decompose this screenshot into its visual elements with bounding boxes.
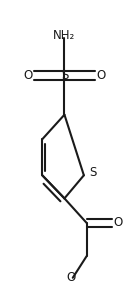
Text: NH₂: NH₂ [53, 29, 76, 42]
Text: O: O [97, 69, 106, 82]
Text: O: O [67, 271, 76, 284]
Text: S: S [89, 166, 97, 179]
Text: O: O [23, 69, 32, 82]
Text: O: O [113, 216, 122, 229]
Text: S: S [61, 69, 68, 82]
